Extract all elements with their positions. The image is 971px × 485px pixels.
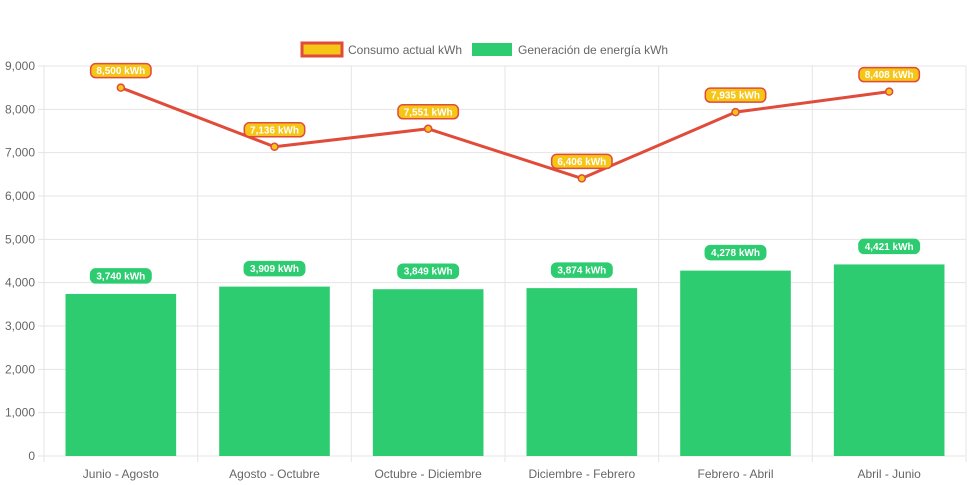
- legend-item-generacion[interactable]: Generación de energía kWh: [472, 43, 668, 57]
- point-consumo[interactable]: [270, 142, 279, 152]
- point-consumo[interactable]: [731, 107, 740, 117]
- data-label-generacion-text: 4,278 kWh: [711, 248, 760, 259]
- data-label-consumo-text: 8,408 kWh: [865, 70, 914, 81]
- data-label-consumo: 7,551 kWh: [397, 104, 460, 120]
- data-label-consumo-box: [89, 62, 152, 79]
- data-label-consumo-text: 8,500 kWh: [96, 66, 145, 77]
- data-label-generacion-text: 3,874 kWh: [557, 266, 606, 277]
- bar-generacion[interactable]: [833, 264, 945, 456]
- y-axis-ticks: 0 1,000 2,000 3,000 4,000 5,000 6,000 7,000 8,00…: [5, 59, 35, 463]
- legend-swatch-generacion: [472, 43, 512, 56]
- data-label-consumo-text: 6,406 kWh: [557, 157, 606, 168]
- bar-generacion[interactable]: [526, 288, 638, 456]
- data-label-consumo-text: 7,935 kWh: [711, 91, 760, 102]
- point-consumo[interactable]: [577, 174, 587, 183]
- y-tick-label: 1,000: [5, 406, 35, 420]
- point-consumo[interactable]: [116, 83, 126, 92]
- data-label-consumo-text: 7,551 kWh: [404, 107, 453, 118]
- x-tick-label: Abril - Junio: [857, 467, 921, 481]
- point-consumo[interactable]: [884, 87, 894, 96]
- data-label-consumo: 7,935 kWh: [704, 87, 767, 103]
- data-label-generacion-box: [550, 262, 613, 278]
- data-label-consumo-box: [397, 104, 460, 120]
- legend-swatch-consumo: [300, 41, 344, 58]
- x-tick-label: Febrero - Abril: [697, 467, 773, 481]
- generacion-bars: [65, 264, 945, 456]
- legend: Consumo actual kWh Generación de energía…: [300, 41, 668, 58]
- data-label-consumo: 7,136 kWh: [243, 122, 306, 138]
- data-label-generacion: 3,849 kWh: [397, 263, 460, 279]
- data-label-generacion: 3,740 kWh: [89, 268, 152, 284]
- legend-label-consumo: Consumo actual kWh: [348, 43, 462, 57]
- data-label-generacion: 4,421 kWh: [858, 238, 921, 255]
- data-labels: 3,740 kWh 3,909 kWh 3,849 kWh 3,874 kWh 4,27…: [89, 62, 921, 284]
- data-label-generacion-box: [89, 268, 152, 284]
- x-axis-ticks: Junio - Agosto Agosto - Octubre Octubre - …: [83, 467, 921, 481]
- y-tick-label: 2,000: [5, 362, 35, 376]
- data-label-consumo-box: [858, 66, 921, 83]
- data-label-consumo-box: [704, 87, 767, 103]
- bar-generacion[interactable]: [372, 289, 484, 456]
- x-tick-label: Octubre - Diciembre: [374, 467, 482, 481]
- point-consumo[interactable]: [423, 124, 433, 134]
- y-tick-label: 3,000: [5, 319, 35, 333]
- data-label-generacion: 3,909 kWh: [243, 260, 306, 277]
- data-label-generacion-text: 3,909 kWh: [250, 264, 299, 275]
- data-label-consumo: 8,500 kWh: [89, 62, 152, 79]
- data-label-generacion-text: 3,849 kWh: [404, 267, 453, 278]
- bar-generacion[interactable]: [65, 293, 177, 456]
- y-tick-label: 8,000: [5, 102, 35, 116]
- data-label-generacion: 3,874 kWh: [550, 262, 613, 278]
- y-tick-label: 9,000: [5, 59, 35, 73]
- data-label-consumo-box: [550, 153, 613, 170]
- bar-generacion[interactable]: [219, 286, 330, 456]
- bar-generacion[interactable]: [680, 270, 791, 456]
- data-label-generacion: 4,278 kWh: [704, 244, 767, 261]
- data-label-consumo-text: 7,136 kWh: [250, 125, 299, 136]
- legend-label-generacion: Generación de energía kWh: [518, 43, 668, 57]
- x-tick-label: Agosto - Octubre: [229, 467, 320, 481]
- grid-lines: [38, 65, 967, 462]
- data-label-consumo: 6,406 kWh: [550, 153, 613, 170]
- y-tick-label: 0: [28, 449, 35, 463]
- data-label-generacion-text: 3,740 kWh: [96, 271, 145, 282]
- data-label-consumo: 8,408 kWh: [858, 66, 921, 83]
- data-label-generacion-box: [397, 263, 460, 279]
- y-tick-label: 5,000: [5, 232, 35, 246]
- legend-item-consumo[interactable]: Consumo actual kWh: [300, 41, 462, 58]
- data-label-generacion-box: [858, 238, 921, 255]
- y-tick-label: 6,000: [5, 189, 35, 203]
- data-label-consumo-box: [243, 122, 306, 138]
- data-label-generacion-box: [243, 260, 306, 277]
- data-label-generacion-text: 4,421 kWh: [865, 242, 914, 253]
- y-tick-label: 7,000: [5, 146, 35, 160]
- data-label-generacion-box: [704, 244, 767, 261]
- x-tick-label: Junio - Agosto: [83, 467, 159, 481]
- y-tick-label: 4,000: [5, 276, 35, 290]
- x-tick-label: Diciembre - Febrero: [528, 467, 635, 481]
